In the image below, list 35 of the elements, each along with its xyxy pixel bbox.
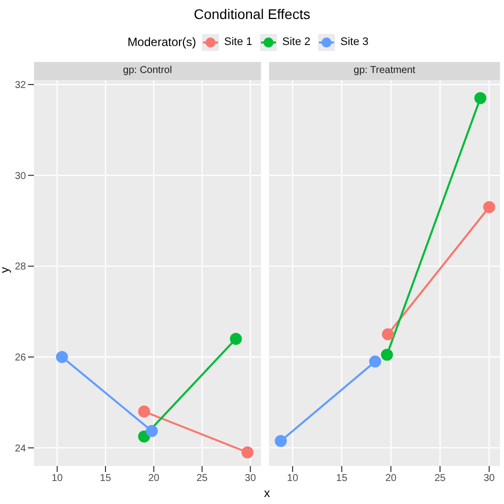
- y-tick-label: 32: [14, 80, 26, 92]
- point: [56, 351, 68, 364]
- x-tick-label: 25: [196, 473, 208, 484]
- point: [138, 406, 150, 418]
- chart-subtitle: gp: Treatment: [269, 62, 500, 80]
- point: [146, 425, 158, 438]
- x-tick-label: 15: [336, 473, 348, 484]
- point: [382, 328, 394, 340]
- chart-title: Conditional Effects: [192, 5, 312, 24]
- x-tick-label: 30: [484, 473, 496, 484]
- chart-subtitle: gp: Control: [34, 62, 261, 80]
- point: [474, 92, 486, 104]
- point: [369, 356, 382, 368]
- legend-label: Site 2: [281, 35, 310, 50]
- legend-label: Site 3: [339, 35, 369, 50]
- point: [241, 446, 254, 458]
- y-axis-title: y: [0, 267, 12, 273]
- y-tick-label: 26: [14, 352, 26, 364]
- legend-label: Site 1: [223, 35, 252, 50]
- x-axis-title: x: [263, 486, 271, 500]
- x-tick-label: 20: [148, 473, 160, 484]
- x-tick-label: 20: [385, 473, 397, 484]
- point: [380, 348, 393, 361]
- x-tick-label: 15: [100, 473, 112, 484]
- point: [230, 332, 242, 345]
- legend-title: Moderator(s): [127, 35, 196, 49]
- y-tick-label: 28: [14, 262, 26, 273]
- x-tick-label: 10: [287, 473, 299, 484]
- x-tick-label: 10: [52, 473, 64, 484]
- y-tick-label: 30: [14, 170, 26, 182]
- x-tick-label: 25: [434, 473, 446, 484]
- y-tick-label: 24: [14, 443, 26, 454]
- point: [483, 201, 496, 214]
- x-tick-label: 30: [244, 473, 256, 484]
- point: [274, 435, 287, 448]
